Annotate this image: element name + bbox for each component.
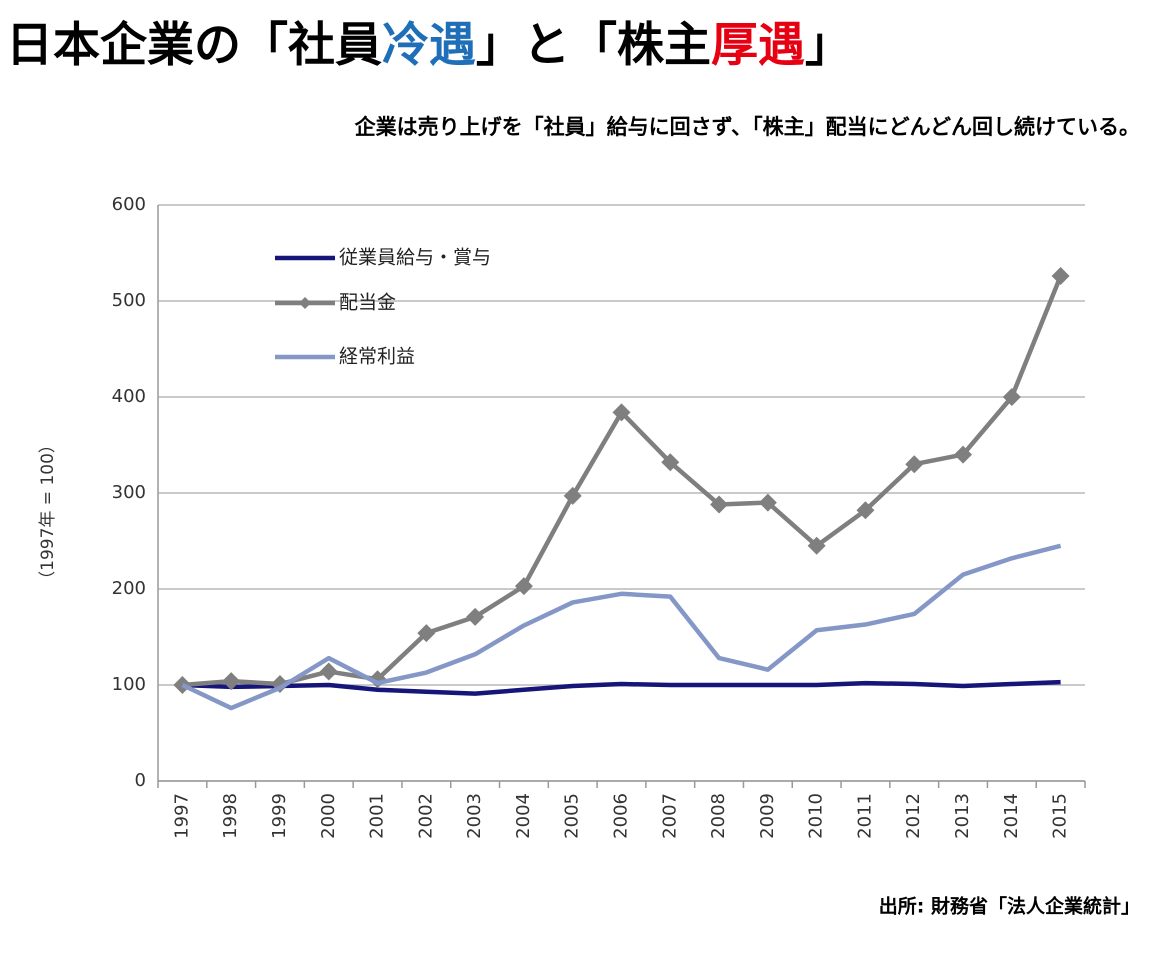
x-tick-label: 2009 <box>757 793 778 839</box>
x-tick-label: 1998 <box>220 793 241 839</box>
x-tick-label: 1997 <box>171 793 192 839</box>
x-tick-label: 2010 <box>806 793 827 839</box>
legend-label: 配当金 <box>339 292 396 314</box>
y-tick-label: 200 <box>112 578 146 599</box>
data-point <box>710 495 729 514</box>
x-tick-label: 2014 <box>1001 793 1022 839</box>
y-tick-label: 300 <box>112 482 146 503</box>
x-tick-label: 2004 <box>513 793 534 839</box>
data-point <box>1051 267 1070 286</box>
legend-label: 従業員給与・賞与 <box>339 247 491 269</box>
data-point <box>222 672 241 691</box>
data-point <box>563 486 582 505</box>
x-tick-label: 2015 <box>1050 793 1071 839</box>
data-point <box>417 624 436 643</box>
y-tick-label: 100 <box>112 674 146 695</box>
y-tick-label: 500 <box>112 290 146 311</box>
x-tick-label: 2002 <box>415 793 436 839</box>
title-part: 」 <box>805 18 852 73</box>
x-tick-label: 2012 <box>903 793 924 839</box>
legend-marker <box>299 297 311 309</box>
y-tick-label: 600 <box>112 194 146 215</box>
data-point <box>319 662 338 681</box>
x-tick-label: 2001 <box>367 793 388 839</box>
x-tick-label: 2006 <box>611 793 632 839</box>
title-part: 」と「株主 <box>476 18 711 73</box>
data-point <box>612 403 631 422</box>
x-tick-label: 2007 <box>659 793 680 839</box>
title-part: 日本企業の「社員 <box>6 18 382 73</box>
x-tick-label: 2011 <box>854 793 875 839</box>
source-note: 出所: 財務省「法人企業統計」 <box>879 895 1140 918</box>
legend-label: 経常利益 <box>339 346 415 368</box>
title-part: 冷遇 <box>382 18 476 73</box>
data-point <box>758 493 777 512</box>
data-point <box>661 453 680 472</box>
x-tick-label: 1999 <box>269 793 290 839</box>
y-tick-label: 400 <box>112 386 146 407</box>
data-point <box>514 577 533 596</box>
series-line <box>182 275 1063 688</box>
data-point <box>1002 388 1021 406</box>
data-point <box>905 455 924 474</box>
chart-subtitle: 企業は売り上げを「社員」給与に回さず、「株主」配当にどんどん回し続けている。 <box>354 115 1140 139</box>
title-part: 厚遇 <box>711 18 805 73</box>
data-point <box>954 445 973 464</box>
x-tick-label: 2003 <box>464 793 485 839</box>
chart-title: 日本企業の「社員冷遇」と「株主厚遇」 <box>6 18 852 73</box>
data-point <box>466 607 485 626</box>
series-line <box>181 543 1062 711</box>
data-point <box>856 501 875 520</box>
x-tick-label: 2008 <box>708 793 729 839</box>
y-tick-label: 0 <box>135 770 146 791</box>
series-line <box>182 679 1061 696</box>
data-point <box>807 536 826 555</box>
x-tick-label: 2005 <box>562 793 583 839</box>
x-tick-label: 2000 <box>318 793 339 839</box>
y-axis-label: （1997年 = 100） <box>38 436 58 588</box>
x-tick-label: 2013 <box>952 793 973 839</box>
